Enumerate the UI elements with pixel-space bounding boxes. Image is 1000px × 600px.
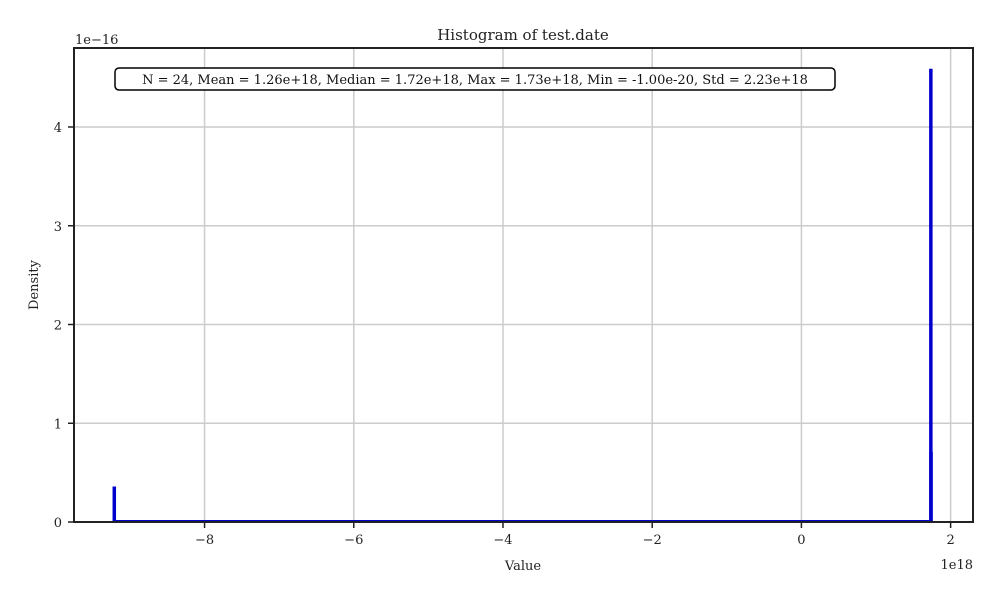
histogram-bar [112,486,117,522]
x-tick-label: −2 [643,533,662,548]
axis-ticks: −8 −6 −4 −2 0 2 0 1 2 3 4 [54,121,955,548]
y-axis-title: Density [27,259,42,310]
y-axis-offset-label: 1e−16 [75,33,118,48]
stats-box-frame [114,67,836,91]
stats-text: N = 24, Mean = 1.26e+18, Median = 1.72e+… [142,73,808,88]
x-tick-label: −4 [493,533,512,548]
x-tick-label: 0 [797,533,805,548]
x-axis-title: Value [504,559,541,574]
y-tick-label: 4 [54,121,62,136]
grid-layer [74,48,973,522]
y-tick-label: 0 [54,516,62,531]
histogram-bars [112,68,933,523]
y-tick-label: 2 [54,319,62,334]
y-tick-label: 1 [54,417,62,432]
plot-frame [73,47,974,523]
histogram-bar [929,451,933,522]
x-tick-label: −8 [195,533,214,548]
histogram-bar [929,68,933,522]
stats-box: N = 24, Mean = 1.26e+18, Median = 1.72e+… [114,67,836,91]
x-tick-label: −6 [344,533,363,548]
x-tick-label: 2 [946,533,954,548]
x-axis-offset-label: 1e18 [940,558,973,573]
y-tick-label: 3 [54,220,62,235]
chart-title: Histogram of test.date [437,26,609,44]
